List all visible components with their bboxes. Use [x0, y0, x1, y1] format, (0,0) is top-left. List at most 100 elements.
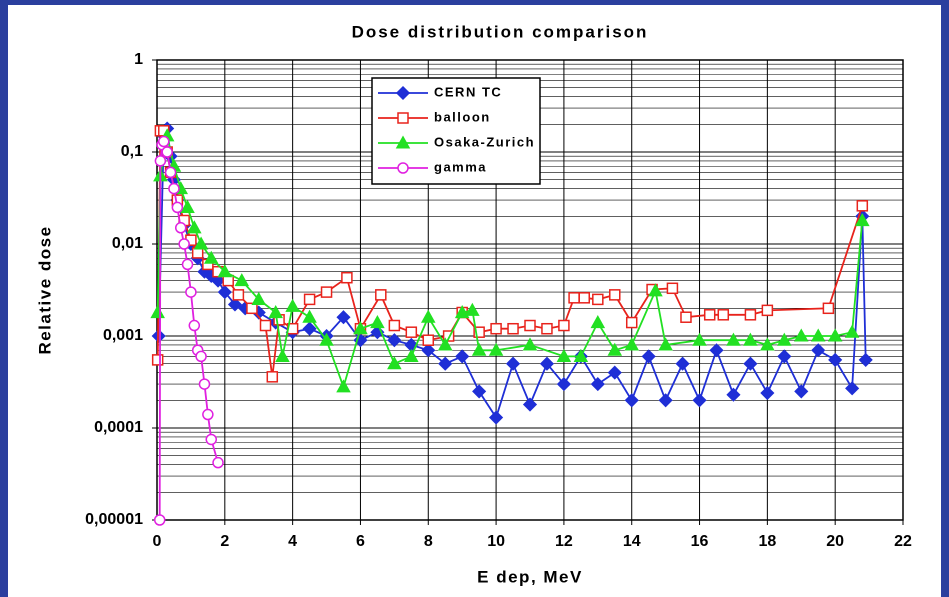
marker — [302, 309, 317, 323]
marker — [648, 283, 663, 297]
marker — [388, 319, 401, 332]
legend-marker — [395, 85, 411, 101]
marker — [522, 337, 538, 351]
marker — [246, 302, 258, 315]
marker — [154, 155, 167, 167]
marker — [158, 135, 170, 148]
marker — [227, 297, 243, 312]
marker — [507, 322, 519, 335]
marker — [490, 322, 502, 335]
legend-label: gamma — [434, 159, 487, 174]
marker — [855, 212, 870, 227]
marker — [717, 309, 730, 321]
marker — [590, 377, 605, 392]
marker — [666, 282, 679, 295]
marker — [777, 349, 792, 364]
marker — [168, 182, 180, 195]
marker — [675, 356, 690, 371]
marker — [303, 293, 316, 306]
marker — [205, 433, 218, 446]
marker — [195, 350, 207, 363]
marker — [202, 408, 214, 421]
marker — [151, 354, 164, 366]
marker — [624, 393, 639, 408]
marker — [404, 348, 419, 362]
x-tick-label: 16 — [691, 533, 709, 550]
series — [150, 128, 870, 393]
marker — [844, 324, 860, 338]
marker — [472, 384, 487, 399]
legend-label: CERN TC — [434, 84, 502, 99]
marker — [266, 371, 279, 383]
marker — [858, 352, 873, 367]
marker — [810, 328, 826, 342]
marker — [680, 311, 692, 323]
marker — [421, 343, 436, 358]
marker — [217, 264, 233, 278]
marker — [302, 321, 317, 336]
legend: CERN TC balloon Osaka-Zurich gamma — [371, 77, 541, 185]
x-tick-label: 2 — [220, 533, 229, 550]
marker — [370, 315, 385, 329]
marker — [793, 328, 809, 342]
marker — [422, 334, 435, 346]
series-line — [156, 135, 864, 390]
marker — [489, 410, 504, 425]
x-tick-label: 0 — [153, 533, 162, 550]
marker — [592, 293, 604, 306]
marker — [761, 304, 774, 317]
marker — [743, 356, 758, 371]
marker — [268, 304, 283, 319]
marker — [641, 349, 656, 364]
marker — [217, 285, 232, 300]
y-axis-title: Relative dose — [35, 225, 54, 354]
x-tick-label: 18 — [758, 533, 776, 550]
marker — [794, 384, 809, 399]
marker — [726, 332, 741, 346]
y-tick-label: 0,01 — [112, 235, 143, 252]
marker — [319, 332, 334, 346]
marker — [573, 348, 589, 362]
marker — [558, 319, 570, 332]
marker — [198, 378, 211, 390]
marker — [539, 356, 555, 371]
legend-label: balloon — [434, 109, 491, 124]
series — [153, 135, 224, 526]
marker — [232, 289, 245, 301]
y-tick-label: 0,0001 — [94, 419, 143, 436]
marker — [375, 289, 387, 301]
marker — [522, 397, 538, 412]
marker — [524, 319, 536, 332]
marker — [320, 286, 333, 298]
x-tick-label: 4 — [288, 533, 297, 550]
marker — [590, 315, 606, 329]
marker — [607, 365, 622, 380]
marker — [210, 273, 226, 288]
marker — [465, 302, 480, 316]
marker — [760, 337, 775, 351]
y-tick-label: 0,1 — [121, 143, 143, 160]
marker — [505, 356, 521, 371]
marker — [387, 356, 402, 370]
marker — [625, 316, 638, 329]
marker — [556, 348, 572, 362]
marker — [471, 342, 487, 356]
marker — [760, 385, 775, 401]
marker — [658, 393, 673, 408]
marker — [856, 200, 869, 212]
series — [151, 125, 869, 383]
marker — [811, 343, 826, 358]
marker — [709, 343, 724, 358]
marker — [607, 342, 623, 356]
marker — [405, 326, 418, 338]
marker — [336, 379, 351, 393]
marker — [185, 286, 197, 298]
marker — [744, 309, 757, 321]
marker — [658, 337, 673, 351]
marker — [420, 309, 436, 323]
marker — [353, 321, 368, 335]
marker — [845, 381, 860, 396]
legend-label: Osaka-Zurich — [434, 134, 535, 149]
marker — [181, 258, 194, 271]
